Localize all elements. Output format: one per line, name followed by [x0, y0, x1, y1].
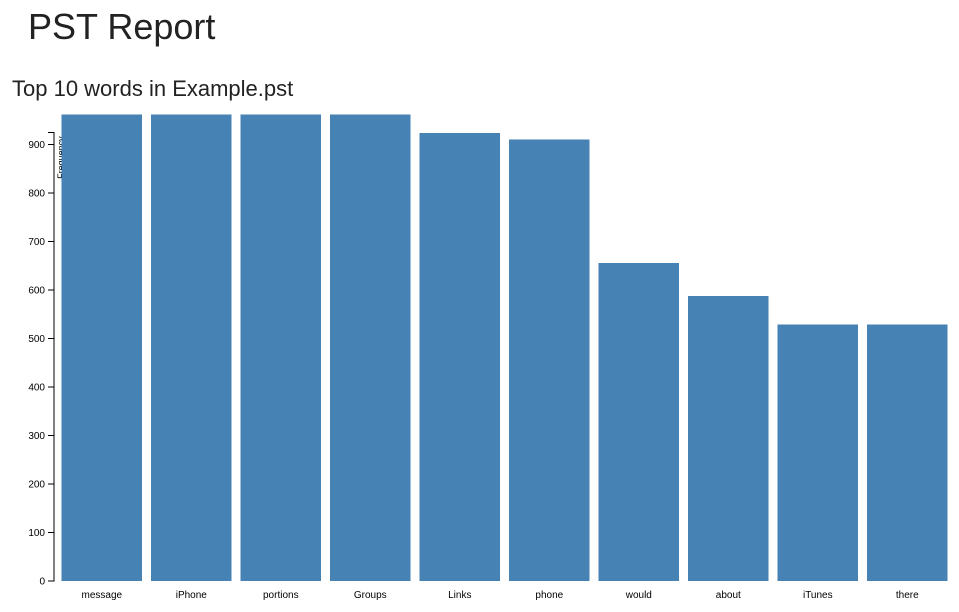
y-tick-label: 100: [28, 528, 45, 539]
bar-about: [688, 295, 769, 581]
bar-itunes: [777, 324, 858, 581]
y-tick-label: 300: [28, 431, 45, 442]
bar-phone: [509, 139, 590, 581]
x-tick-label: portions: [263, 590, 299, 601]
y-tick-label: 800: [28, 189, 45, 200]
y-tick-label: 600: [28, 286, 45, 297]
x-tick-label: would: [625, 590, 652, 601]
y-tick-label: 700: [28, 237, 45, 248]
bar-portions: [240, 114, 321, 582]
x-tick-label: Groups: [354, 590, 387, 601]
y-tick-label: 200: [28, 480, 45, 491]
page-title: PST Report: [28, 6, 216, 47]
bar-groups: [330, 114, 411, 582]
bar-would: [598, 262, 679, 581]
y-tick-label: 400: [28, 383, 45, 394]
x-tick-label: phone: [535, 590, 563, 601]
x-tick-label: iTunes: [803, 590, 833, 601]
bars-layer: [61, 114, 948, 582]
bar-links: [419, 132, 500, 581]
y-axis: 0 100 200 300 400 500 600 700 800 900: [28, 131, 55, 588]
y-tick-label: 900: [28, 140, 45, 151]
bar-there: [867, 324, 948, 581]
y-tick-label: 500: [28, 334, 45, 345]
x-tick-label: there: [896, 590, 919, 601]
chart-title: Top 10 words in Example.pst: [12, 76, 294, 101]
bar-message: [61, 114, 142, 582]
x-axis: message iPhone portions Groups Links phone wou…: [82, 590, 920, 601]
x-tick-label: Links: [448, 590, 471, 601]
x-tick-label: iPhone: [176, 590, 208, 601]
x-tick-label: message: [82, 590, 123, 601]
y-axis-title: Frequency: [56, 136, 66, 179]
y-axis-line: [48, 131, 55, 582]
bar-iphone: [151, 114, 232, 582]
y-tick-label: 0: [39, 577, 45, 588]
x-tick-label: about: [716, 590, 741, 601]
